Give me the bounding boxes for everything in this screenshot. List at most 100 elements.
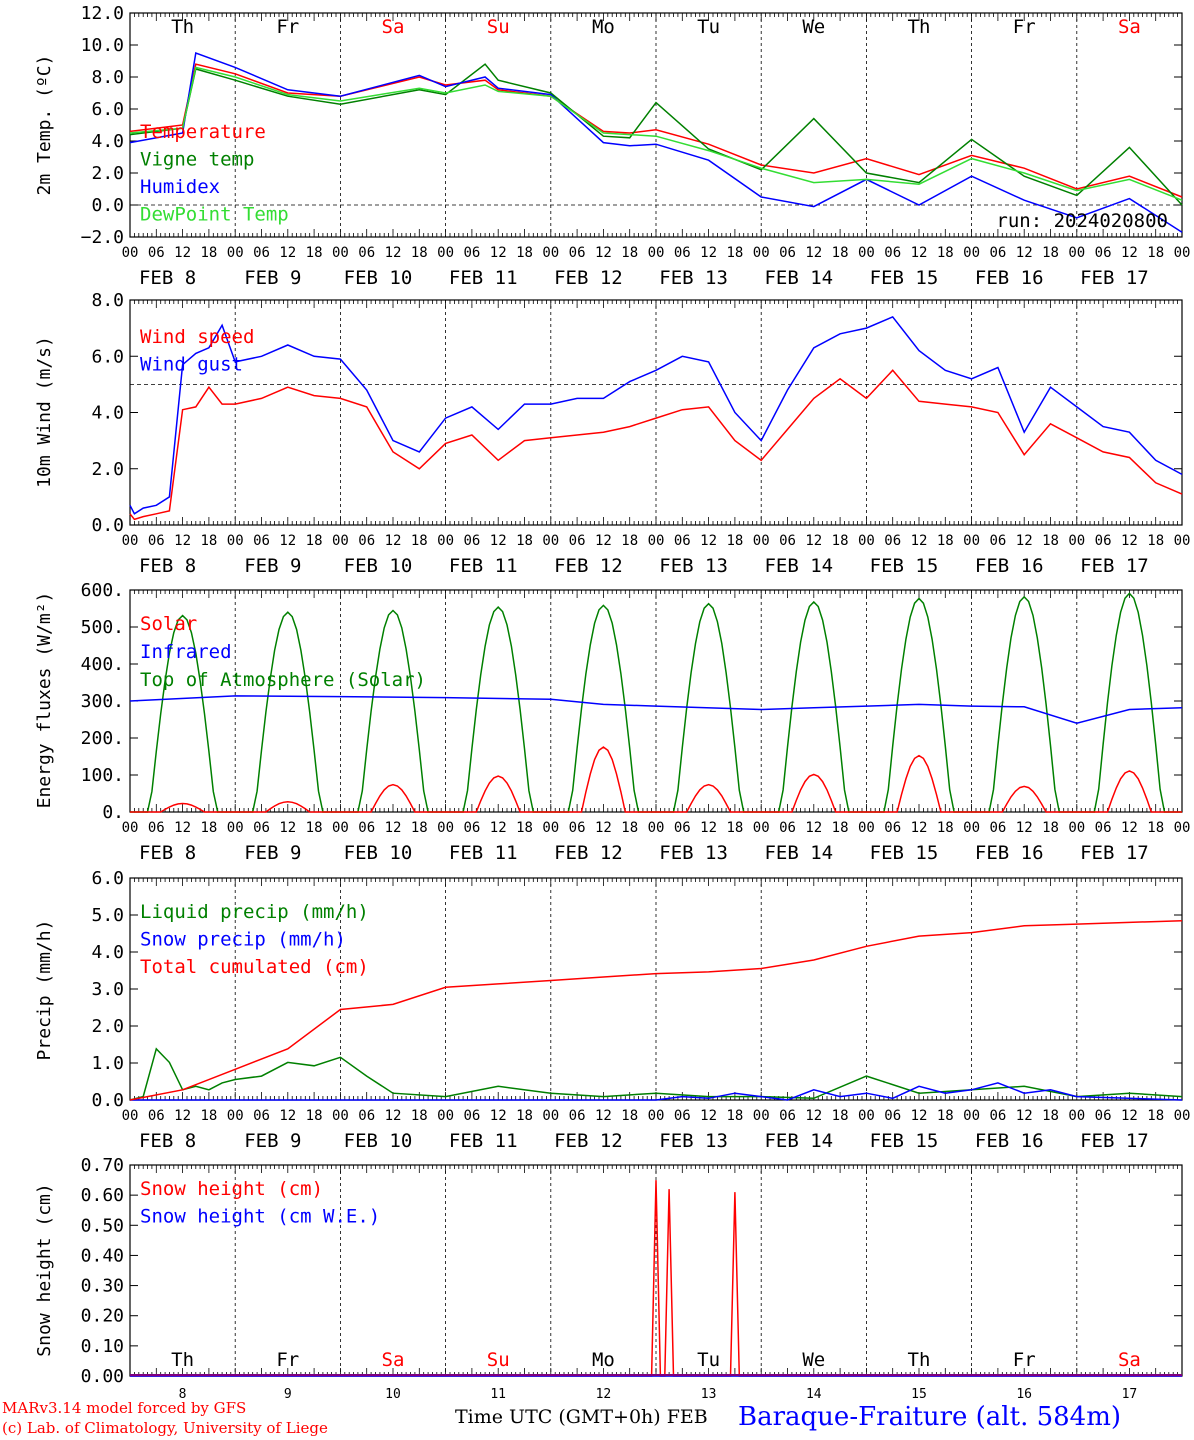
- hour-tick-label: 06: [463, 820, 480, 836]
- hour-tick-label: 12: [385, 245, 402, 261]
- hour-tick-label: 00: [1068, 245, 1085, 261]
- hour-tick-label: 06: [779, 1108, 796, 1124]
- y-tick-label: 500.: [81, 617, 124, 638]
- hour-tick-label: 00: [332, 1108, 349, 1124]
- date-label: FEB 15: [870, 555, 939, 577]
- y-tick-label: 0.0: [91, 195, 124, 216]
- hour-tick-label: 12: [490, 1108, 507, 1124]
- legend-entry: Liquid precip (mm/h): [140, 901, 369, 923]
- hour-tick-label: 00: [1174, 1108, 1191, 1124]
- hour-tick-label: 06: [253, 1108, 270, 1124]
- y-tick-label: 3.0: [91, 979, 124, 1000]
- hour-tick-label: 12: [595, 1108, 612, 1124]
- time-ticks: [129, 590, 1183, 812]
- hour-tick-label: 12: [1121, 1108, 1138, 1124]
- hour-tick-label: 00: [332, 533, 349, 549]
- hour-tick-label: 18: [832, 245, 849, 261]
- hour-tick-label: 00: [437, 820, 454, 836]
- hour-tick-label: 12: [279, 820, 296, 836]
- y-tick-label: 100.: [81, 765, 124, 786]
- y-tick-label: −2.0: [81, 227, 124, 248]
- hour-tick-label: 06: [1095, 533, 1112, 549]
- hour-tick-label: 18: [516, 1108, 533, 1124]
- legend-entry: Snow precip (mm/h): [140, 929, 346, 951]
- date-label: FEB 15: [870, 267, 939, 289]
- hour-tick-label: 18: [200, 533, 217, 549]
- hour-tick-label: 18: [1042, 820, 1059, 836]
- date-label: FEB 12: [554, 555, 623, 577]
- y-tick-label: 0.60: [81, 1185, 124, 1206]
- legend-entry: Top of Atmosphere (Solar): [140, 669, 426, 691]
- date-label: FEB 13: [659, 1130, 728, 1152]
- hour-tick-label: 12: [490, 245, 507, 261]
- series-line-snow-precip-mm-h-: [130, 1082, 1183, 1101]
- hour-tick-label: 00: [858, 1108, 875, 1124]
- date-label: FEB 10: [344, 1130, 413, 1152]
- hour-tick-label: 06: [463, 533, 480, 549]
- date-label: FEB 13: [659, 842, 728, 864]
- weekday-label: Tu: [697, 16, 720, 38]
- y-tick-label: 2.0: [91, 1016, 124, 1037]
- hour-tick-label: 12: [911, 1108, 928, 1124]
- hour-tick-label: 18: [411, 533, 428, 549]
- hour-tick-label: 00: [227, 1108, 244, 1124]
- hour-tick-label: 18: [937, 533, 954, 549]
- series-line-wind-speed: [129, 369, 1183, 521]
- y-tick-label: 2.0: [91, 459, 124, 480]
- hour-tick-label: 00: [437, 533, 454, 549]
- legend-entry: Total cumulated (cm): [140, 956, 369, 978]
- series-line-dewpoint-temp: [129, 66, 1183, 201]
- date-label: FEB 17: [1080, 1130, 1149, 1152]
- hour-tick-label: 06: [674, 820, 691, 836]
- hour-tick-label: 00: [542, 245, 559, 261]
- hour-tick-label: 18: [937, 245, 954, 261]
- hour-tick-label: 18: [621, 533, 638, 549]
- hour-tick-label: 06: [1095, 1108, 1112, 1124]
- y-tick-label: 0.00: [81, 1366, 124, 1387]
- hour-tick-label: 00: [122, 533, 139, 549]
- hour-tick-label: 12: [805, 1108, 822, 1124]
- y-tick-label: 10.0: [81, 35, 124, 56]
- date-label: FEB 14: [764, 555, 833, 577]
- hour-tick-label: 06: [1095, 820, 1112, 836]
- hour-tick-label: 06: [884, 820, 901, 836]
- day-number-label: 9: [284, 1387, 292, 1402]
- hour-tick-label: 18: [832, 1108, 849, 1124]
- hour-tick-label: 18: [621, 245, 638, 261]
- date-label: FEB 14: [764, 842, 833, 864]
- hour-tick-label: 18: [726, 1108, 743, 1124]
- weekday-label: Th: [908, 1349, 931, 1371]
- date-label: FEB 11: [449, 842, 518, 864]
- hour-tick-label: 06: [569, 533, 586, 549]
- hour-tick-label: 00: [648, 820, 665, 836]
- hour-tick-label: 18: [621, 820, 638, 836]
- hour-tick-label: 12: [700, 533, 717, 549]
- series-line-total-cumulated-cm-: [129, 919, 1183, 1101]
- hour-tick-label: 12: [700, 820, 717, 836]
- hour-tick-label: 00: [1068, 533, 1085, 549]
- hour-tick-label: 06: [569, 820, 586, 836]
- date-label: FEB 15: [870, 1130, 939, 1152]
- hour-tick-label: 18: [1042, 245, 1059, 261]
- date-label: FEB 14: [764, 1130, 833, 1152]
- date-label: FEB 16: [975, 842, 1044, 864]
- hour-tick-label: 12: [911, 820, 928, 836]
- hour-tick-label: 06: [148, 533, 165, 549]
- y-tick-label: 8.0: [91, 290, 124, 311]
- hour-tick-label: 06: [253, 245, 270, 261]
- hour-tick-label: 00: [332, 820, 349, 836]
- hour-tick-label: 06: [989, 820, 1006, 836]
- hour-tick-label: 12: [700, 245, 717, 261]
- hour-tick-label: 18: [832, 533, 849, 549]
- hour-tick-label: 00: [1068, 1108, 1085, 1124]
- hour-tick-label: 00: [1174, 533, 1191, 549]
- day-number-label: 11: [490, 1387, 506, 1402]
- hour-tick-label: 12: [805, 820, 822, 836]
- hour-tick-label: 00: [963, 820, 980, 836]
- series-line-vigne-temp: [129, 63, 1183, 206]
- hour-tick-label: 18: [306, 1108, 323, 1124]
- y-axis-label: 10m Wind (m/s): [34, 336, 55, 488]
- hour-tick-label: 06: [358, 533, 375, 549]
- hour-tick-label: 00: [753, 1108, 770, 1124]
- hour-tick-label: 00: [437, 1108, 454, 1124]
